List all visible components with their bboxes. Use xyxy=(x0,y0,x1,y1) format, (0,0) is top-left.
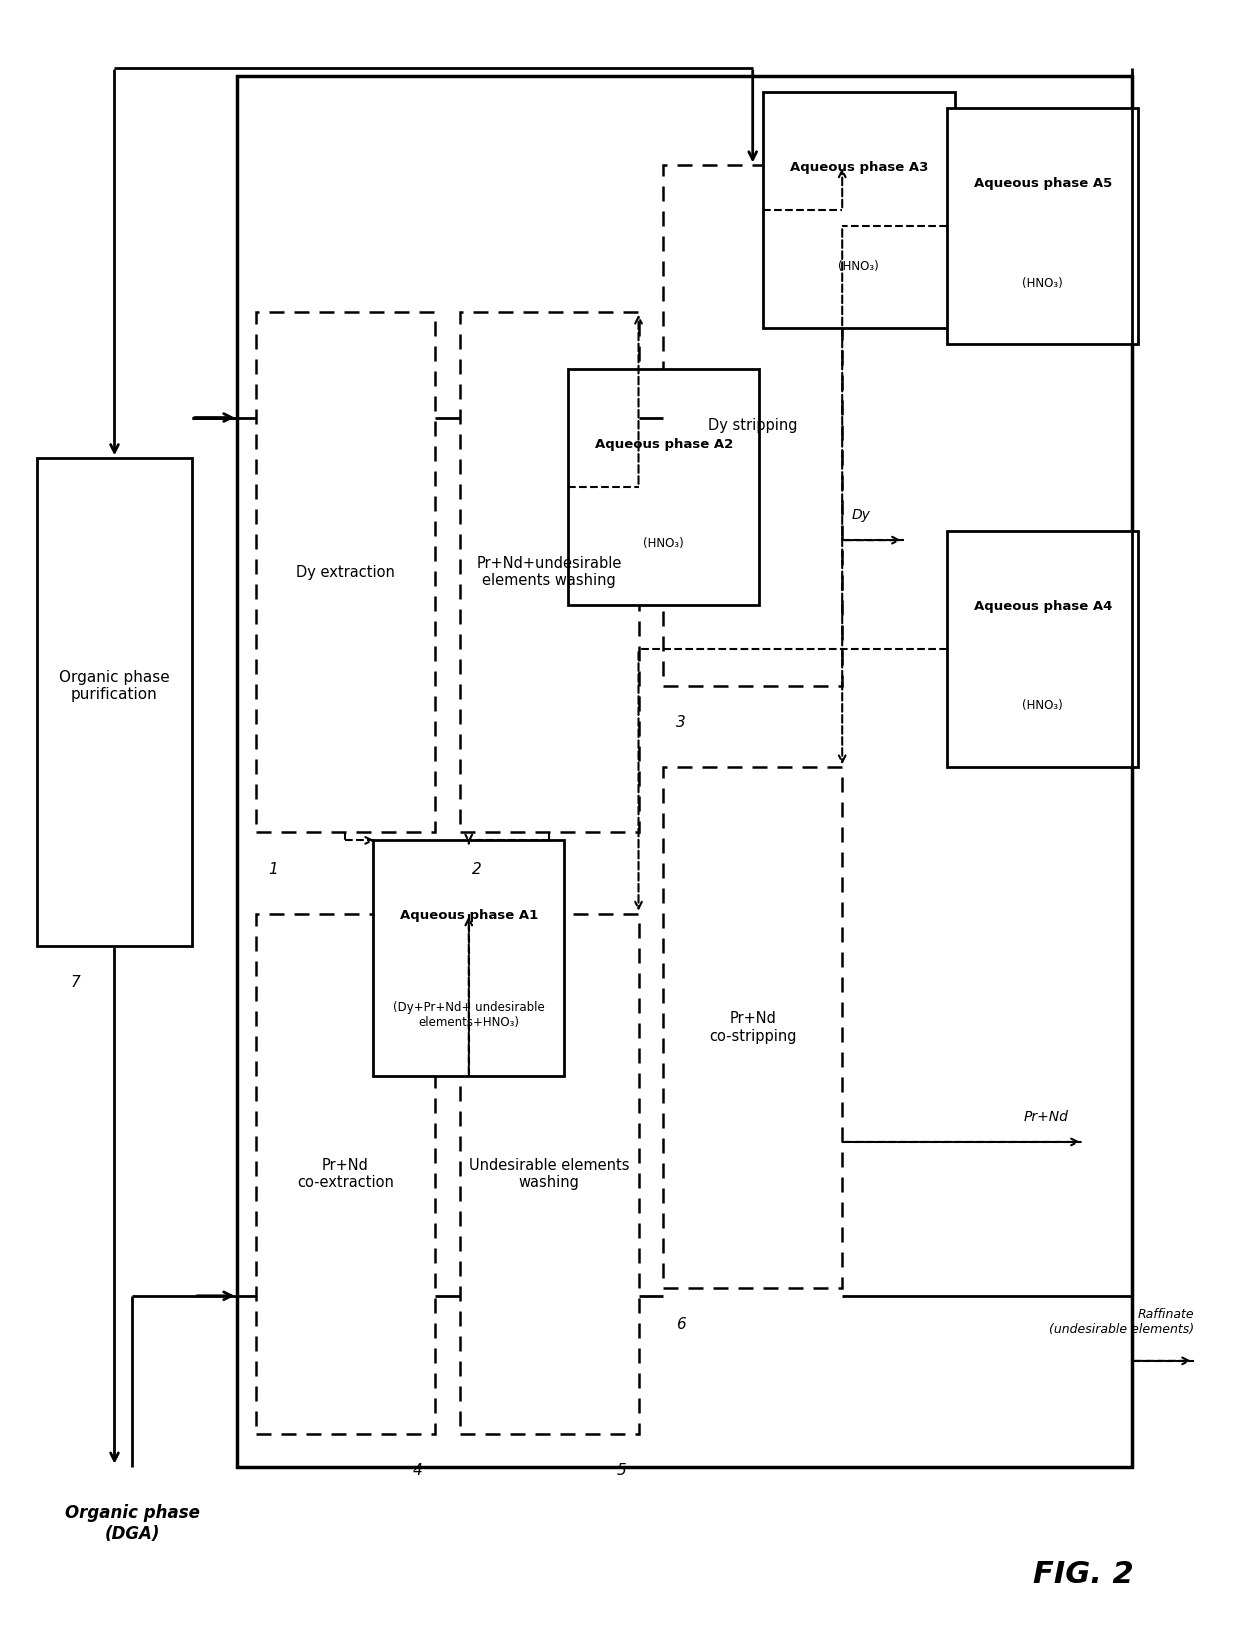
Text: 1: 1 xyxy=(268,862,278,876)
Text: Pr+Nd: Pr+Nd xyxy=(1023,1110,1069,1124)
Bar xyxy=(255,914,435,1435)
Bar xyxy=(460,312,639,832)
Text: 5: 5 xyxy=(616,1464,626,1479)
Text: FIG. 2: FIG. 2 xyxy=(1033,1560,1133,1588)
Text: Pr+Nd
co-stripping: Pr+Nd co-stripping xyxy=(709,1012,796,1043)
Bar xyxy=(763,93,955,328)
Bar xyxy=(460,914,639,1435)
Text: (HNO₃): (HNO₃) xyxy=(1023,700,1063,713)
Text: (HNO₃): (HNO₃) xyxy=(1023,276,1063,289)
Bar xyxy=(947,108,1138,344)
Text: Dy stripping: Dy stripping xyxy=(708,418,797,432)
Bar xyxy=(568,369,759,604)
Text: 7: 7 xyxy=(71,976,81,991)
Text: Organic phase
purification: Organic phase purification xyxy=(60,669,170,702)
Text: Raffinate
(undesirable elements): Raffinate (undesirable elements) xyxy=(1049,1309,1194,1337)
Text: Dy: Dy xyxy=(852,508,870,522)
Text: Aqueous phase A5: Aqueous phase A5 xyxy=(973,178,1112,191)
Text: Aqueous phase A3: Aqueous phase A3 xyxy=(790,162,928,175)
Bar xyxy=(663,165,842,685)
Text: Dy extraction: Dy extraction xyxy=(296,565,394,579)
Bar xyxy=(947,532,1138,767)
Bar xyxy=(663,767,842,1288)
Text: (HNO₃): (HNO₃) xyxy=(644,537,684,550)
Text: (HNO₃): (HNO₃) xyxy=(838,259,879,273)
Text: Aqueous phase A1: Aqueous phase A1 xyxy=(399,909,538,922)
Text: Undesirable elements
washing: Undesirable elements washing xyxy=(469,1157,629,1190)
Text: 6: 6 xyxy=(676,1317,686,1332)
Text: 2: 2 xyxy=(472,862,481,876)
Bar xyxy=(255,312,435,832)
Text: Aqueous phase A2: Aqueous phase A2 xyxy=(595,437,733,450)
Text: Organic phase
(DGA): Organic phase (DGA) xyxy=(64,1505,200,1542)
Bar xyxy=(37,459,192,947)
Text: (Dy+Pr+Nd+ undesirable
elements+HNO₃): (Dy+Pr+Nd+ undesirable elements+HNO₃) xyxy=(393,1000,544,1028)
Text: 3: 3 xyxy=(676,715,686,730)
Bar xyxy=(373,840,564,1075)
Text: 4: 4 xyxy=(413,1464,423,1479)
Text: Aqueous phase A4: Aqueous phase A4 xyxy=(973,601,1112,614)
Bar xyxy=(237,77,1132,1467)
Text: Pr+Nd
co-extraction: Pr+Nd co-extraction xyxy=(296,1157,394,1190)
Text: Pr+Nd+undesirable
elements washing: Pr+Nd+undesirable elements washing xyxy=(476,557,621,588)
